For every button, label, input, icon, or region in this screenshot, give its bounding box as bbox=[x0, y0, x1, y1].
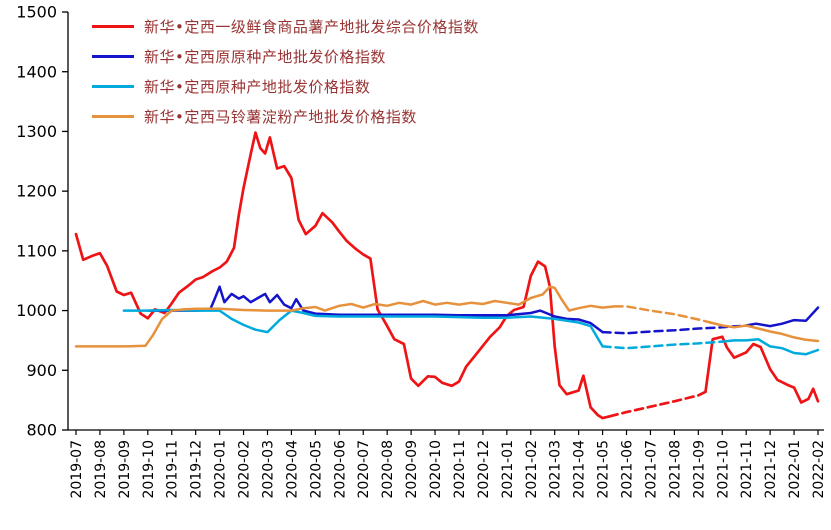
x-axis-label: 2022-01 bbox=[787, 440, 803, 499]
legend-swatch-line bbox=[92, 25, 134, 28]
chart-legend: 新华•定西一级鲜食商品薯产地批发综合价格指数 新华•定西原原种产地批发价格指数 新华… bbox=[92, 16, 479, 127]
x-axis-label: 2020-12 bbox=[476, 440, 492, 499]
y-axis-label: 1200 bbox=[16, 182, 57, 201]
series-line-1 bbox=[601, 324, 748, 335]
x-axis-label: 2019-11 bbox=[165, 440, 181, 499]
x-axis-label: 2021-11 bbox=[739, 440, 755, 499]
x-axis-label: 2020-10 bbox=[428, 440, 444, 499]
series-line-3 bbox=[74, 285, 616, 348]
x-axis-label: 2020-06 bbox=[332, 440, 348, 499]
x-axis-label: 2019-12 bbox=[189, 440, 205, 499]
y-axis-label: 1500 bbox=[16, 3, 57, 22]
x-axis-label: 2020-08 bbox=[380, 440, 396, 499]
x-axis-label: 2020-04 bbox=[284, 440, 300, 499]
x-axis-label: 2020-11 bbox=[452, 440, 468, 499]
x-axis-label: 2019-07 bbox=[69, 440, 85, 499]
legend-swatch-line bbox=[92, 55, 134, 58]
x-axis-label: 2021-07 bbox=[643, 440, 659, 499]
series-line-1 bbox=[146, 285, 604, 334]
x-axis-label: 2021-02 bbox=[524, 440, 540, 499]
legend-swatch-line bbox=[92, 85, 134, 88]
x-axis-label: 2020-09 bbox=[404, 440, 420, 499]
x-axis-label: 2020-07 bbox=[356, 440, 372, 499]
series-line-2 bbox=[721, 337, 820, 356]
legend-label: 新华•定西原原种产地批发价格指数 bbox=[144, 48, 386, 66]
legend-item-3: 新华•定西马铃薯淀粉产地批发价格指数 bbox=[92, 106, 479, 127]
x-axis-label: 2021-10 bbox=[715, 440, 731, 499]
series-line-2 bbox=[601, 340, 724, 350]
series-line-0 bbox=[608, 390, 707, 418]
y-axis-label: 1000 bbox=[16, 301, 57, 320]
series-line-3 bbox=[709, 321, 820, 343]
legend-label: 新华•定西马铃薯淀粉产地批发价格指数 bbox=[144, 108, 417, 126]
series-line-0 bbox=[74, 131, 612, 420]
x-axis-label: 2020-05 bbox=[308, 440, 324, 499]
y-axis-label: 900 bbox=[26, 361, 57, 380]
x-axis-label: 2021-09 bbox=[691, 440, 707, 499]
legend-label: 新华•定西原种产地批发价格指数 bbox=[144, 78, 371, 96]
y-axis-label: 1100 bbox=[16, 241, 57, 260]
legend-item-2: 新华•定西原种产地批发价格指数 bbox=[92, 76, 479, 97]
x-axis-label: 2019-10 bbox=[141, 440, 157, 499]
legend-item-0: 新华•定西一级鲜食商品薯产地批发综合价格指数 bbox=[92, 16, 479, 37]
series-line-0 bbox=[704, 335, 820, 404]
series-line-3 bbox=[613, 305, 712, 324]
x-axis-label: 2021-06 bbox=[620, 440, 636, 499]
y-axis-label: 800 bbox=[26, 421, 57, 440]
x-axis-label: 2021-08 bbox=[667, 440, 683, 499]
x-axis-label: 2021-03 bbox=[548, 440, 564, 499]
y-axis-label: 1300 bbox=[16, 122, 57, 141]
x-axis-label: 2020-02 bbox=[237, 440, 253, 499]
x-axis-label: 2021-01 bbox=[500, 440, 516, 499]
x-axis-label: 2020-01 bbox=[213, 440, 229, 499]
legend-swatch-line bbox=[92, 115, 134, 118]
x-axis-label: 2022-02 bbox=[811, 440, 827, 499]
x-axis-label: 2021-05 bbox=[596, 440, 612, 499]
x-axis-label: 2019-08 bbox=[93, 440, 109, 499]
legend-item-1: 新华•定西原原种产地批发价格指数 bbox=[92, 46, 479, 67]
y-axis-label: 1400 bbox=[16, 62, 57, 81]
x-axis-label: 2021-12 bbox=[763, 440, 779, 499]
x-axis-label: 2019-09 bbox=[117, 440, 133, 499]
series-line-1 bbox=[744, 306, 820, 328]
x-axis-label: 2020-03 bbox=[260, 440, 276, 499]
x-axis-label: 2021-04 bbox=[572, 440, 588, 499]
legend-label: 新华•定西一级鲜食商品薯产地批发综合价格指数 bbox=[144, 18, 479, 36]
series-line-2 bbox=[122, 308, 604, 348]
